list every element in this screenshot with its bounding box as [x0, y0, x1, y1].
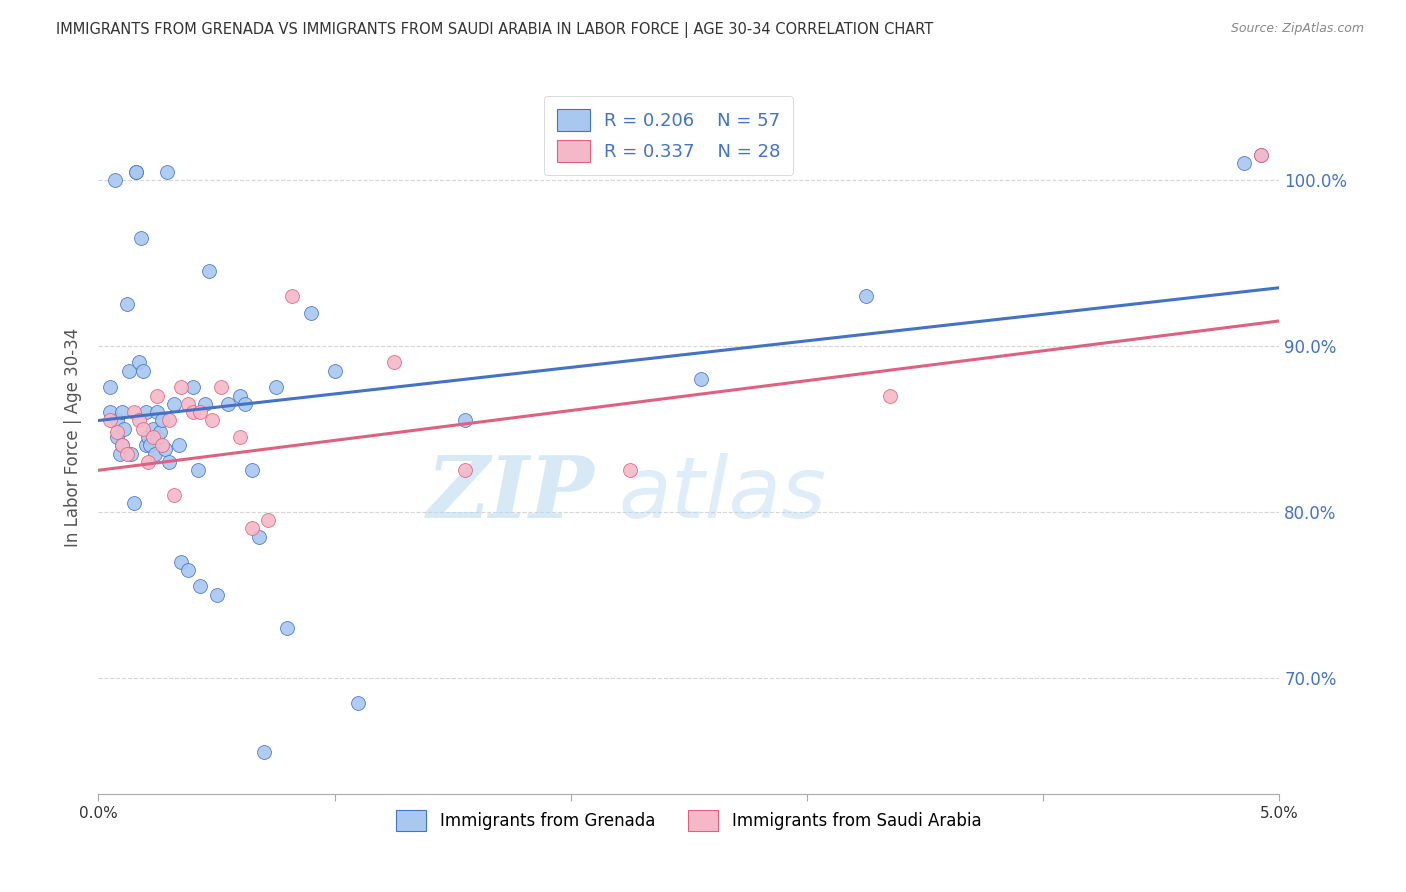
- Point: [1250, 148, 1272, 162]
- Point: [111, 438, 134, 452]
- Point: [170, 380, 193, 394]
- Point: [163, 488, 186, 502]
- Point: [146, 405, 169, 419]
- Point: [111, 405, 134, 419]
- Point: [170, 555, 193, 569]
- Point: [122, 405, 145, 419]
- Point: [229, 388, 252, 402]
- Point: [132, 422, 155, 436]
- Point: [142, 422, 165, 436]
- Point: [240, 521, 263, 535]
- Point: [132, 364, 155, 378]
- Point: [253, 745, 276, 759]
- Point: [115, 297, 138, 311]
- Point: [453, 413, 475, 427]
- Point: [135, 405, 157, 419]
- Point: [188, 579, 211, 593]
- Point: [139, 438, 162, 452]
- Point: [177, 563, 200, 577]
- Point: [299, 305, 322, 319]
- Point: [146, 388, 169, 402]
- Point: [111, 438, 134, 452]
- Point: [105, 425, 128, 439]
- Point: [205, 588, 228, 602]
- Point: [276, 621, 298, 635]
- Point: [157, 413, 180, 427]
- Point: [209, 380, 232, 394]
- Point: [150, 438, 173, 452]
- Point: [855, 289, 877, 303]
- Point: [188, 405, 211, 419]
- Point: [177, 397, 200, 411]
- Point: [118, 364, 141, 378]
- Text: atlas: atlas: [619, 452, 827, 536]
- Point: [104, 173, 127, 187]
- Point: [181, 405, 204, 419]
- Point: [105, 430, 128, 444]
- Point: [201, 413, 224, 427]
- Point: [105, 413, 128, 427]
- Point: [98, 380, 121, 394]
- Point: [125, 164, 148, 178]
- Point: [136, 430, 159, 444]
- Point: [150, 413, 173, 427]
- Point: [347, 696, 370, 710]
- Text: Source: ZipAtlas.com: Source: ZipAtlas.com: [1230, 22, 1364, 36]
- Point: [115, 447, 138, 461]
- Point: [689, 372, 711, 386]
- Point: [98, 413, 121, 427]
- Point: [128, 413, 150, 427]
- Point: [281, 289, 304, 303]
- Point: [108, 447, 131, 461]
- Legend: Immigrants from Grenada, Immigrants from Saudi Arabia: Immigrants from Grenada, Immigrants from…: [388, 802, 990, 839]
- Point: [136, 455, 159, 469]
- Point: [153, 442, 176, 456]
- Point: [879, 388, 901, 402]
- Point: [157, 455, 180, 469]
- Point: [264, 380, 287, 394]
- Point: [240, 463, 263, 477]
- Point: [163, 397, 186, 411]
- Point: [247, 530, 270, 544]
- Point: [217, 397, 239, 411]
- Point: [1233, 156, 1256, 170]
- Point: [149, 425, 172, 439]
- Point: [198, 264, 221, 278]
- Point: [187, 463, 209, 477]
- Point: [135, 438, 157, 452]
- Point: [229, 430, 252, 444]
- Point: [323, 364, 346, 378]
- Text: IMMIGRANTS FROM GRENADA VS IMMIGRANTS FROM SAUDI ARABIA IN LABOR FORCE | AGE 30-: IMMIGRANTS FROM GRENADA VS IMMIGRANTS FR…: [56, 22, 934, 38]
- Point: [142, 430, 165, 444]
- Text: ZIP: ZIP: [426, 452, 595, 536]
- Point: [146, 430, 169, 444]
- Point: [125, 164, 148, 178]
- Point: [98, 405, 121, 419]
- Point: [233, 397, 256, 411]
- Point: [257, 513, 280, 527]
- Point: [382, 355, 405, 369]
- Point: [453, 463, 475, 477]
- Point: [1250, 148, 1272, 162]
- Point: [143, 447, 166, 461]
- Point: [112, 422, 135, 436]
- Point: [122, 496, 145, 510]
- Point: [619, 463, 641, 477]
- Point: [181, 380, 204, 394]
- Point: [121, 447, 143, 461]
- Point: [194, 397, 217, 411]
- Point: [156, 164, 179, 178]
- Y-axis label: In Labor Force | Age 30-34: In Labor Force | Age 30-34: [65, 327, 83, 547]
- Point: [129, 231, 152, 245]
- Point: [128, 355, 150, 369]
- Point: [167, 438, 190, 452]
